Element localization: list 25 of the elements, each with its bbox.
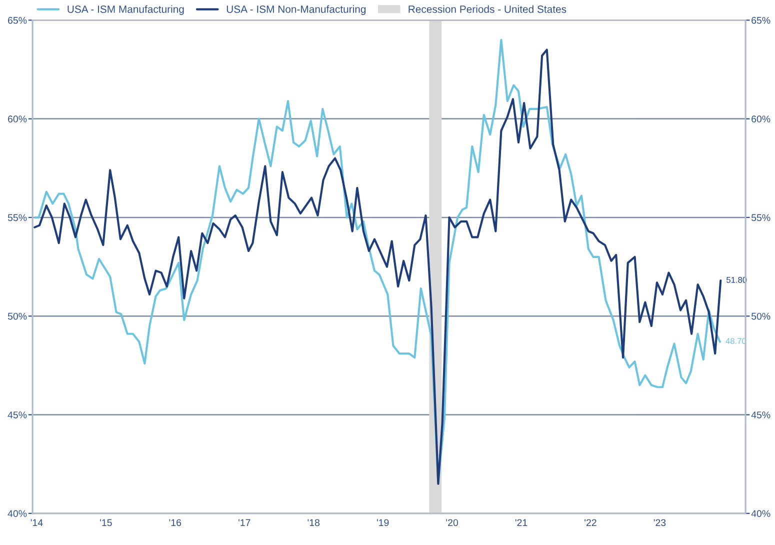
legend-label: USA - ISM Non-Manufacturing — [226, 5, 366, 15]
x-tick-label: '16 — [169, 519, 182, 526]
x-tick-label: '14 — [30, 519, 43, 526]
y-tick-label: 60% — [8, 116, 27, 122]
y2-tick-label: 55% — [751, 214, 770, 222]
y2-tick-label: 40% — [751, 510, 770, 518]
y-tick-label: 50% — [8, 312, 27, 320]
y2-tick-label: 45% — [751, 412, 770, 418]
x-tick-label: '18 — [308, 519, 320, 526]
x-tick-label: '17 — [238, 519, 250, 526]
legend-label: USA - ISM Manufacturing — [68, 5, 184, 15]
x-tick-label: '15 — [100, 519, 112, 526]
y2-tick-label: 60% — [752, 116, 770, 122]
legend-label: Recession Periods - United States — [408, 5, 566, 13]
y-tick-label: 55% — [8, 214, 27, 222]
y-tick-label: 65% — [8, 16, 27, 24]
y2-tick-label: 65% — [752, 16, 770, 24]
x-tick-label: '20 — [446, 519, 458, 526]
x-tick-label: '23 — [654, 519, 666, 526]
x-tick-label: '21 — [515, 519, 528, 526]
y-tick-label: 45% — [8, 412, 27, 418]
y-tick-label: 40% — [8, 510, 27, 518]
x-tick-label: '22 — [584, 519, 596, 526]
y2-tick-label: 50% — [751, 312, 770, 320]
x-tick-label: '19 — [376, 519, 389, 526]
